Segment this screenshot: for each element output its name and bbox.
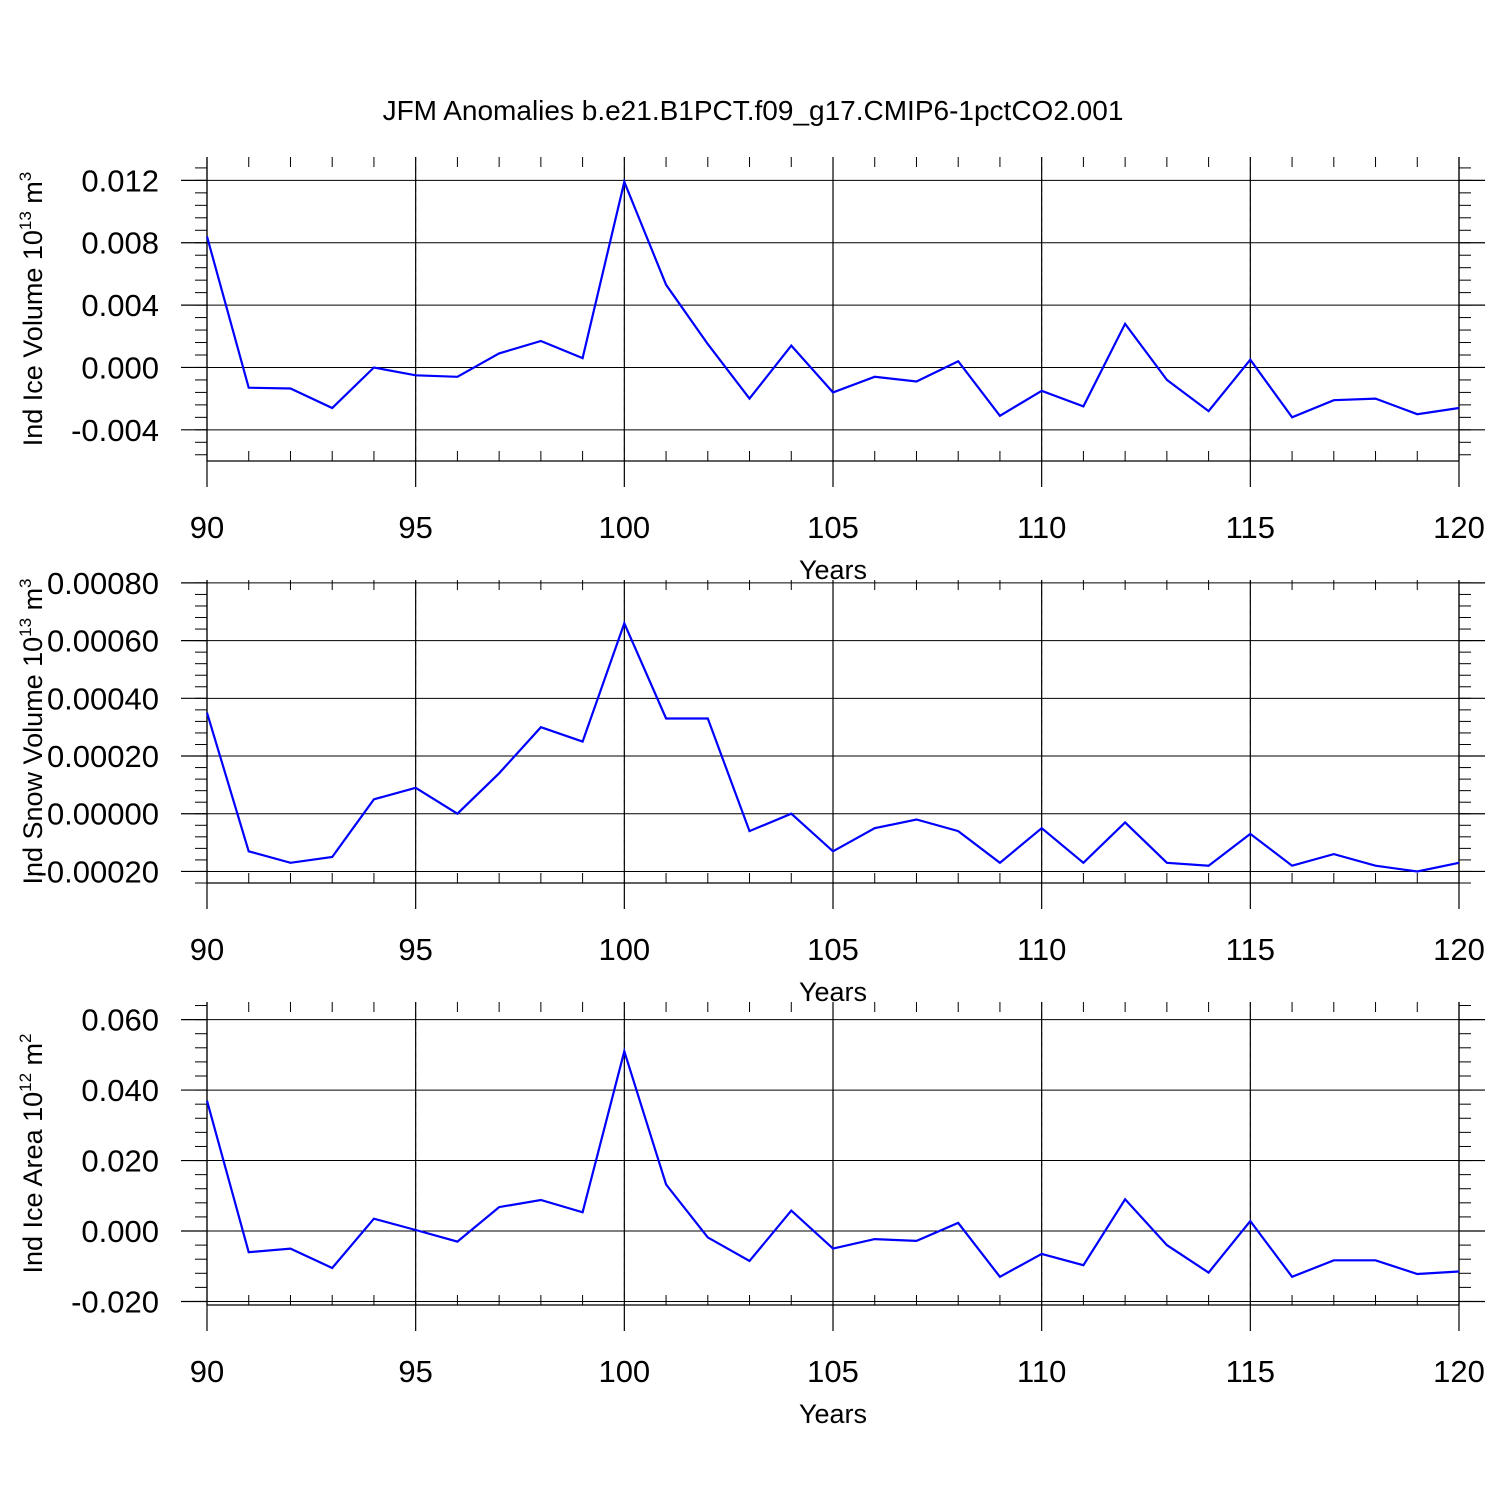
series-line — [205, 620, 1460, 873]
x-tick-label: 90 — [190, 510, 224, 545]
y-tick-label: 0.00080 — [47, 566, 159, 601]
y-tick-label: 0.012 — [81, 163, 159, 198]
y-axis-label: Ind Ice Area 1012 m2 — [16, 1033, 48, 1273]
chart-panel-2: -0.00020 0.00000 0.00020 0.00040 0.00060 0.00… — [16, 566, 1485, 1007]
x-tick-label: 115 — [1226, 1354, 1275, 1389]
chart-panel-1: -0.004 0.000 0.004 0.008 0.012 90 95 100 105 110 1… — [16, 157, 1485, 585]
y-tick-label: 0.00060 — [47, 624, 159, 659]
x-tick-label: 110 — [1017, 932, 1066, 967]
y-tick-label: -0.020 — [71, 1284, 159, 1319]
x-tick-label: 100 — [598, 1354, 650, 1389]
y-tick-label: 0.040 — [81, 1073, 159, 1108]
figure-title: JFM Anomalies b.e21.B1PCT.f09_g17.CMIP6-… — [383, 95, 1124, 126]
y-tick-label: -0.00020 — [37, 854, 159, 889]
x-tick-label: 95 — [398, 510, 432, 545]
y-tick-label: 0.008 — [81, 226, 159, 261]
y-axis-label: Ind Snow Volume 1013 m3 — [16, 578, 48, 884]
x-tick-label: 115 — [1226, 510, 1275, 545]
y-axis-label: Ind Ice Volume 1013 m3 — [16, 172, 48, 447]
y-tick-label: 0.000 — [81, 350, 159, 385]
y-tick-label: 0.020 — [81, 1144, 159, 1179]
y-tick-label: 0.00000 — [47, 797, 159, 832]
x-tick-label: 90 — [190, 1354, 224, 1389]
y-tick-label: 0.00040 — [47, 681, 159, 716]
y-tick-label: -0.004 — [71, 413, 159, 448]
y-tick-label: 0.00020 — [47, 739, 159, 774]
x-tick-label: 100 — [598, 932, 650, 967]
x-tick-label: 105 — [807, 1354, 859, 1389]
x-tick-label: 105 — [807, 932, 859, 967]
x-tick-label: 100 — [598, 510, 650, 545]
x-tick-label: 115 — [1226, 932, 1275, 967]
x-tick-label: 110 — [1017, 510, 1066, 545]
x-tick-label: 95 — [398, 1354, 432, 1389]
x-tick-label: 95 — [398, 932, 432, 967]
x-tick-label: 120 — [1433, 510, 1485, 545]
y-tick-label: 0.060 — [81, 1003, 159, 1038]
x-tick-label: 105 — [807, 510, 859, 545]
y-tick-label: 0.000 — [81, 1214, 159, 1249]
x-tick-label: 120 — [1433, 932, 1485, 967]
series-line — [205, 1047, 1460, 1279]
x-tick-label: 90 — [190, 932, 224, 967]
x-tick-label: 120 — [1433, 1354, 1485, 1389]
y-tick-label: 0.004 — [81, 288, 159, 323]
x-tick-label: 110 — [1017, 1354, 1066, 1389]
chart-panel-3: -0.020 0.000 0.020 0.040 0.060 90 95 100 105 110 1… — [16, 1002, 1485, 1429]
x-axis-label: Years — [799, 1399, 867, 1429]
